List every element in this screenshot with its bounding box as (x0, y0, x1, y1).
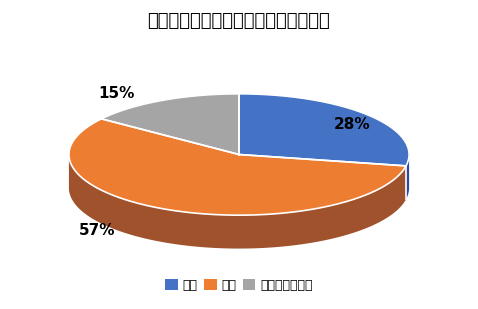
Text: 57%: 57% (79, 223, 116, 238)
Polygon shape (101, 94, 239, 154)
Text: 15%: 15% (98, 86, 134, 101)
Polygon shape (69, 119, 406, 215)
Text: 28%: 28% (334, 117, 371, 132)
Polygon shape (69, 155, 406, 248)
Polygon shape (239, 94, 409, 166)
Legend: 満足, 不満, どちらでもない: 満足, 不満, どちらでもない (160, 274, 318, 297)
Polygon shape (406, 154, 409, 199)
Text: ヴォクシーのインテリアの満足度調査: ヴォクシーのインテリアの満足度調査 (148, 12, 330, 30)
